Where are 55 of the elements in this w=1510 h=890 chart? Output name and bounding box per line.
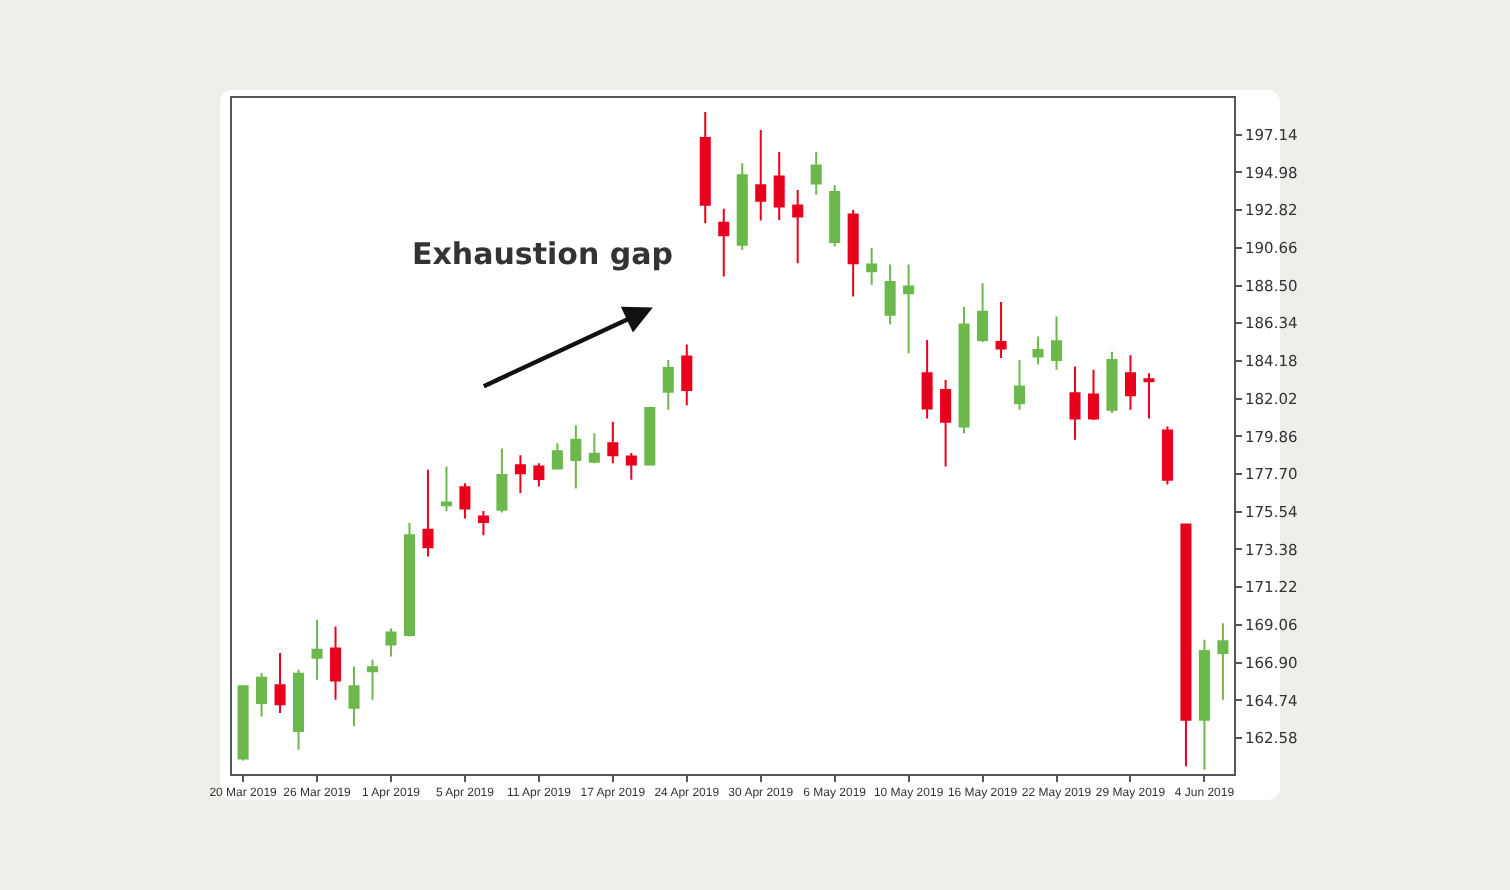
candlestick — [1106, 350, 1118, 415]
candlestick — [755, 128, 767, 222]
candlestick — [1217, 622, 1229, 701]
candlestick — [1180, 522, 1192, 768]
candlestick — [607, 420, 619, 465]
candlestick — [440, 465, 452, 513]
candlestick — [995, 300, 1007, 359]
candlestick — [514, 454, 526, 495]
candlestick — [496, 447, 508, 514]
candlestick — [681, 343, 693, 407]
candlestick — [1087, 368, 1100, 421]
candlestick — [588, 432, 600, 465]
candlestick — [1051, 315, 1063, 371]
candlestick — [237, 684, 249, 762]
candlestick — [330, 625, 342, 701]
candlestick — [903, 263, 915, 355]
candlestick — [644, 405, 656, 467]
candlestick — [348, 665, 360, 728]
annotation: Exhaustion gap — [412, 236, 674, 272]
candlestick — [792, 189, 804, 265]
candlestick — [570, 424, 582, 490]
candlestick — [403, 522, 415, 638]
candlestick — [699, 110, 711, 225]
candlestick — [274, 652, 286, 715]
candlestick — [1198, 638, 1210, 771]
candlestick — [736, 162, 748, 251]
candlestick — [810, 150, 822, 196]
candlestick — [1014, 358, 1026, 411]
candlestick — [921, 338, 933, 420]
candlestick — [958, 305, 970, 435]
candlestick — [1143, 372, 1155, 420]
candlestick — [1161, 425, 1173, 486]
candlestick — [311, 618, 323, 681]
candlestick — [533, 462, 545, 488]
candlestick — [625, 452, 637, 481]
candlestick — [293, 668, 305, 751]
candlestick — [422, 468, 434, 558]
candlestick — [829, 184, 841, 248]
candlestick — [366, 658, 379, 701]
candlestick — [884, 263, 896, 326]
candlestick — [385, 627, 397, 658]
candlestick — [977, 282, 989, 343]
candlestick — [551, 442, 563, 471]
candlestick — [718, 207, 730, 278]
candlestick — [866, 246, 878, 286]
candlestick — [1032, 335, 1044, 366]
candlestick — [940, 378, 952, 468]
candlestick — [773, 150, 785, 222]
candlestick — [459, 482, 471, 520]
candlestick — [477, 510, 489, 537]
candlestick — [1069, 365, 1081, 441]
candlestick — [1124, 354, 1136, 411]
candlestick — [662, 358, 674, 411]
candlestick — [847, 208, 859, 298]
candlestick — [256, 672, 268, 718]
